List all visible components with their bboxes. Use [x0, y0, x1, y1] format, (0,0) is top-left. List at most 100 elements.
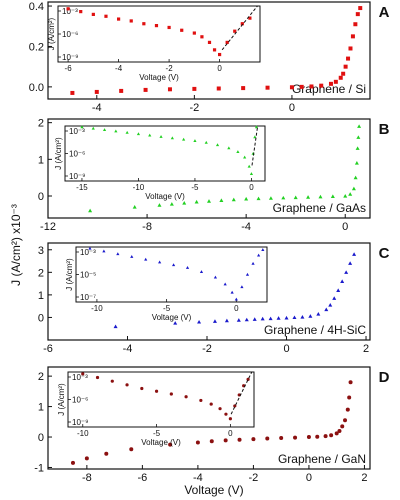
inset-data-point [230, 290, 234, 294]
inset-data-point [102, 128, 107, 131]
inset-data-point [140, 386, 144, 391]
inset-frame [75, 246, 268, 303]
inset-data-point [171, 263, 176, 267]
inset-frame [57, 5, 261, 63]
x-tick-label: 0 [283, 343, 289, 355]
data-point [224, 318, 229, 323]
data-point [195, 440, 200, 445]
inset-data-point [79, 10, 83, 14]
inset-data-point [240, 285, 244, 289]
inset-data-point [170, 136, 174, 140]
inset-data-point [227, 146, 231, 150]
data-point [244, 196, 249, 201]
inset-data-point [218, 52, 222, 57]
panel-letter: A [379, 4, 390, 21]
x-tick-label: -12 [40, 221, 56, 233]
data-point [353, 175, 358, 180]
x-tick-label: -6 [137, 472, 147, 484]
inset-data-point [117, 17, 121, 21]
y-tick-label: 1 [38, 402, 44, 414]
data-point [94, 89, 99, 94]
inset-y-axis-label: J (A/cm²) [57, 383, 66, 416]
data-point [332, 296, 337, 300]
data-point [346, 56, 351, 61]
inset-data-point [247, 164, 251, 168]
data-point [309, 84, 314, 89]
data-point [132, 205, 137, 209]
y-tick-label: 1 [38, 154, 44, 166]
inset-data-point [81, 372, 85, 376]
data-point [300, 314, 305, 319]
data-point [256, 196, 261, 201]
inset-data-point [136, 132, 141, 136]
inset-y-tick-label: 10⁻⁶ [69, 150, 85, 159]
x-tick-label: -8 [142, 221, 152, 233]
inset-x-tick-label: -10 [77, 429, 89, 438]
data-point [197, 319, 202, 324]
data-point [350, 34, 355, 39]
x-tick-label: 2 [361, 472, 367, 484]
inset-x-axis-label: Voltage (V) [152, 313, 192, 322]
y-axis-label: J (A/cm²) x10⁻³ [9, 204, 23, 286]
inset-data-point [233, 29, 237, 33]
material-label: Graphene / 4H-SiC [264, 323, 366, 337]
inset-data-point [129, 19, 133, 23]
data-point [88, 208, 93, 213]
inset-y-tick-label: 10⁻⁹ [62, 53, 79, 62]
inset-x-tick-label: -5 [191, 183, 199, 192]
inset-data-point [218, 407, 222, 411]
y-tick-label: 2 [38, 118, 44, 130]
inset-data-point [104, 14, 108, 18]
data-point [318, 194, 323, 199]
data-point [352, 252, 357, 256]
x-tick-label: -4 [123, 343, 133, 355]
panel-letter: C [379, 245, 390, 262]
inset-frame [64, 125, 266, 182]
inset-data-point [114, 129, 118, 133]
data-point [219, 198, 224, 202]
data-point [299, 84, 304, 89]
panel-letter: B [379, 121, 390, 138]
data-point [343, 194, 348, 198]
y-tick-label: 0.2 [29, 41, 44, 53]
data-point [244, 317, 249, 322]
data-point [252, 317, 257, 321]
data-point [268, 196, 273, 200]
inset-data-point [207, 40, 212, 44]
inset-data-point [199, 398, 203, 403]
inset-y-tick-label: 10⁻³ [69, 127, 85, 136]
data-point [279, 435, 284, 440]
inset-y-tick-label: 10⁻⁷ [80, 293, 96, 302]
inset-data-point [88, 246, 92, 250]
x-tick-label: 0 [342, 221, 348, 233]
material-label: Graphene / GaAs [273, 201, 366, 215]
data-point [345, 407, 350, 412]
inset-data-point [248, 16, 252, 20]
data-point [357, 124, 362, 128]
data-point [289, 85, 294, 90]
inset-data-point [144, 257, 148, 261]
data-point [284, 315, 289, 320]
data-point [104, 451, 109, 456]
x-tick-label: -6 [43, 343, 53, 355]
data-point [268, 316, 273, 321]
data-point [119, 88, 124, 93]
inset-data-point [200, 35, 204, 39]
data-point [251, 437, 256, 442]
data-point [306, 195, 311, 199]
data-point [306, 435, 311, 440]
y-tick-label: 1 [38, 290, 44, 302]
inset-y-axis-label: J (A/cm²) [65, 258, 74, 291]
data-point [323, 434, 328, 439]
inset-y-tick-label: 10⁻³ [62, 7, 78, 16]
inset-y-axis-label: J (A/cm²) [47, 17, 56, 50]
inset-data-point [167, 25, 171, 30]
inset-data-point [185, 266, 190, 269]
material-label: Graphene / GaN [278, 452, 366, 466]
inset-fit-line [221, 5, 258, 51]
data-point [328, 303, 333, 307]
inset-data-point [257, 253, 261, 257]
inset-data-point [234, 297, 238, 301]
